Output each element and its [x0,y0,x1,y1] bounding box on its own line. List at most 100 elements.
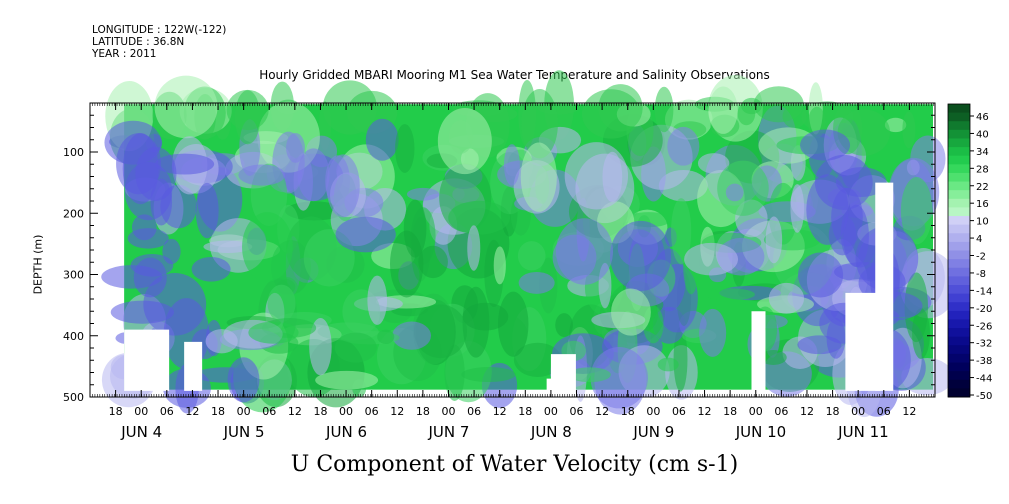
x-hour-label: 12 [902,405,916,418]
colorbar-swatch [948,379,970,389]
colorbar-swatch [948,233,970,243]
colorbar-swatch [948,293,970,303]
colorbar-swatch [948,353,970,364]
colorbar-swatch [948,129,970,139]
x-hour-label: 12 [185,405,199,418]
y-tick-label: 300 [63,269,84,282]
colorbar-label: 40 [976,129,989,140]
colorbar-swatch [948,345,970,355]
x-hour-label: 00 [544,405,558,418]
colorbar-swatch [948,224,970,234]
x-hour-label: 06 [570,405,584,418]
x-hour-label: 00 [646,405,660,418]
colorbar-swatch [948,362,970,372]
x-day-label: JUN 6 [325,423,367,441]
colorbar-swatch [948,328,970,338]
colorbar-label: -44 [976,374,992,385]
velocity-contour-chart: 18 00 06 12 18 00 06 12 18 00 06 12 18 00 06 12 18 00 06 12… [63,70,992,441]
colorbar-label: 34 [976,147,989,158]
x-hour-label: 00 [339,405,353,418]
colorbar-label: 10 [976,217,989,228]
longitude-label: LONGITUDE : 122W(-122) [92,24,227,36]
colorbar-swatch [948,241,970,251]
x-hour-label: 06 [365,405,379,418]
colorbar-label: -50 [976,391,992,402]
colorbar-label: -2 [976,252,986,263]
x-day-label: JUN 9 [632,423,674,441]
y-tick-label: 400 [63,330,84,343]
y-tick-label: 100 [63,146,84,159]
x-hour-label: 18 [723,405,737,418]
colorbar-swatch [948,121,970,131]
colorbar-swatch [948,164,970,174]
colorbar-swatch [948,284,970,295]
bottom-title: U Component of Water Velocity (cm s-1) [290,452,739,477]
colorbar-swatch [948,112,970,122]
x-hour-label: 12 [800,405,814,418]
colorbar-label: 4 [976,234,982,245]
colorbar-swatch [948,310,970,320]
x-hour-label: 06 [262,405,276,418]
x-hour-label: 00 [749,405,763,418]
x-hour-label: 00 [134,405,148,418]
latitude-label: LATITUDE : 36.8N [92,36,185,48]
y-tick-label: 200 [63,207,84,220]
colorbar-label: 16 [976,199,989,210]
y-tick-label: 500 [63,391,84,404]
x-day-label: JUN 4 [120,423,162,441]
colorbar-swatch [948,371,970,381]
colorbar-swatch [948,319,970,329]
colorbar-swatch [948,138,970,148]
colorbar-frame [947,103,971,398]
colorbar-swatch [948,190,970,200]
x-hour-label: 18 [518,405,532,418]
x-hour-label: 18 [621,405,635,418]
colorbar-swatch [948,276,970,286]
x-day-label: JUN 7 [427,423,469,441]
colorbar-swatch [948,104,970,114]
colorbar-label: -32 [976,339,992,350]
colorbar-label: -8 [976,269,986,280]
velocity-field [90,70,957,418]
x-hour-label: 06 [467,405,481,418]
colorbar-swatch [948,155,970,165]
colorbar-label: 46 [976,112,989,123]
colorbar-swatch [948,267,970,277]
x-hour-label: 06 [877,405,891,418]
colorbar-swatch [948,336,970,346]
x-day-label: JUN 11 [837,423,888,441]
x-hour-label: 00 [851,405,865,418]
colorbar-label: 22 [976,182,989,193]
x-hour-label: 18 [313,405,327,418]
year-label: YEAR : 2011 [92,48,157,60]
colorbar-swatch [948,198,970,208]
x-hour-label: 18 [211,405,225,418]
colorbar-label: -26 [976,321,992,332]
x-hour-label: 12 [595,405,609,418]
colorbar-swatch [948,181,970,191]
colorbar-label: -14 [976,286,992,297]
colorbar-swatch [948,172,970,183]
x-hour-label: 06 [672,405,686,418]
colorbar-swatch [948,259,970,269]
x-hour-label: 12 [390,405,404,418]
colorbar-label: -20 [976,304,992,315]
x-hour-label: 18 [416,405,430,418]
x-day-label: JUN 8 [530,423,572,441]
x-hour-label: 00 [441,405,455,418]
colorbar-swatch [948,216,970,226]
axes: 18 00 06 12 18 00 06 12 18 00 06 12 18 00 06 12 18 00 06 12… [63,102,936,441]
x-day-label: JUN 5 [223,423,265,441]
x-hour-label: 18 [826,405,840,418]
plot-title: Hourly Gridded MBARI Mooring M1 Sea Wate… [259,68,770,82]
x-hour-label: 12 [288,405,302,418]
colorbar-swatch [948,388,970,398]
colorbar-swatch [948,250,970,260]
x-hour-label: 00 [237,405,251,418]
colorbar-label: -38 [976,356,992,367]
x-hour-label: 12 [493,405,507,418]
x-day-label: JUN 10 [735,423,786,441]
x-hour-label: 18 [109,405,123,418]
colorbar-swatch [948,207,970,217]
colorbar-swatch [948,302,970,312]
